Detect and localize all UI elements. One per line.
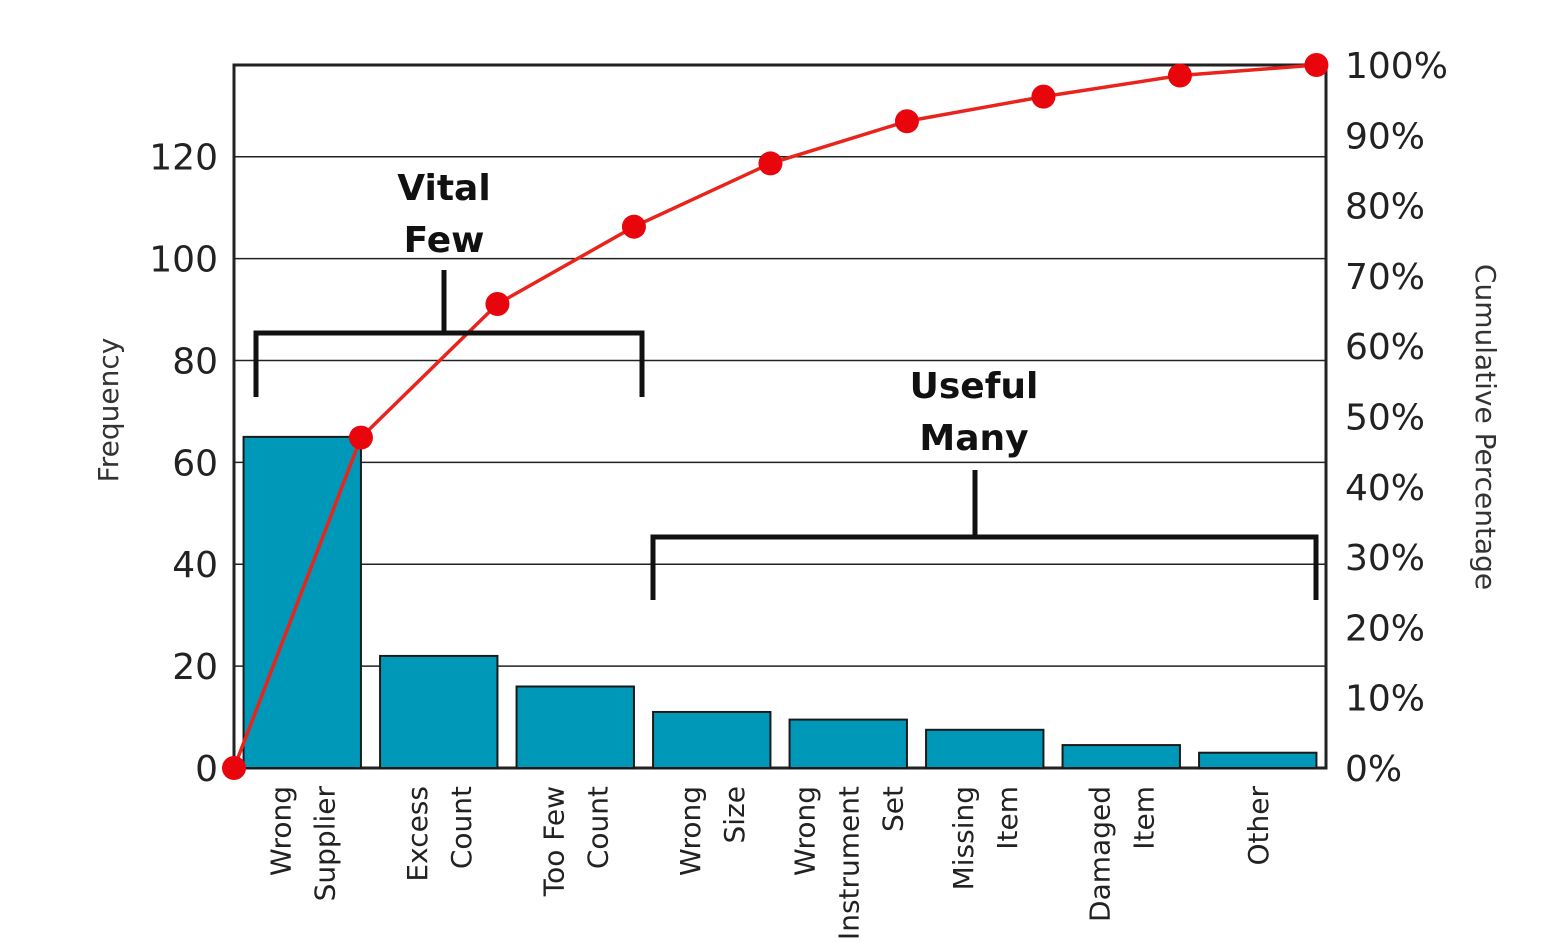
cumulative-point — [222, 756, 246, 780]
cumulative-point — [1167, 63, 1192, 88]
y-axis-title: Frequency — [92, 338, 125, 483]
x-tick-label: Other — [1242, 786, 1275, 866]
annotation-vital-few: Few — [404, 220, 485, 261]
x-tick-label: Wrong — [674, 786, 707, 876]
bracket-useful-many — [650, 470, 1319, 600]
bar — [1061, 744, 1181, 770]
annotation-useful-many: Useful — [910, 366, 1039, 407]
cumulative-point — [1304, 53, 1329, 77]
bar — [379, 654, 499, 770]
y-tick-label: 40 — [172, 545, 218, 586]
cumulative-point — [348, 425, 373, 450]
x-tick-label: Wrong — [788, 786, 821, 876]
y2-tick-label: 80% — [1345, 187, 1425, 228]
y2-tick-label: 70% — [1345, 257, 1425, 298]
y2-tick-label: 90% — [1345, 116, 1425, 157]
x-tick-label: Damaged — [1083, 786, 1116, 922]
plot-frame — [232, 63, 1328, 770]
annotation-useful-many: Many — [919, 418, 1028, 459]
y2-tick-label: 20% — [1345, 608, 1425, 649]
x-tick-label: Missing — [947, 786, 980, 890]
x-tick-label: Wrong — [264, 786, 297, 876]
bar — [788, 718, 908, 770]
y-tick-label: 100 — [149, 240, 218, 281]
x-tick-label: Size — [718, 786, 751, 843]
y2-tick-label: 100% — [1345, 46, 1448, 87]
cumulative-point — [1031, 84, 1056, 109]
y2-axis-title: Cumulative Percentage — [1469, 264, 1502, 590]
x-tick-label: Item — [991, 786, 1024, 850]
x-tick-label: Excess — [401, 786, 434, 882]
x-tick-label: Too Few — [537, 786, 570, 897]
y2-tick-label: 0% — [1345, 749, 1402, 790]
y-tick-label: 20 — [172, 647, 218, 688]
x-tick-label: Count — [445, 786, 478, 869]
y-tick-label: 60 — [172, 443, 218, 484]
y-tick-label: 120 — [149, 138, 218, 179]
x-tick-label: Set — [876, 786, 909, 832]
bar — [925, 728, 1045, 769]
bracket-vital-few — [253, 270, 645, 397]
annotation-vital-few: Vital — [397, 168, 490, 209]
x-tick-label: Supplier — [308, 786, 341, 902]
bar — [515, 685, 635, 769]
cumulative-point — [758, 151, 783, 176]
y2-tick-label: 30% — [1345, 538, 1425, 579]
bar — [652, 710, 772, 769]
y-tick-label: 0 — [195, 749, 218, 790]
cumulative-point — [485, 292, 510, 317]
y2-tick-label: 40% — [1345, 468, 1425, 509]
x-tick-label: Count — [581, 786, 614, 869]
y2-tick-label: 60% — [1345, 327, 1425, 368]
cumulative-point — [621, 214, 646, 239]
y2-tick-label: 50% — [1345, 398, 1425, 439]
cumulative-point — [894, 109, 919, 134]
bar — [1198, 751, 1318, 770]
x-tick-label: Item — [1127, 786, 1160, 850]
y-tick-label: 80 — [172, 341, 218, 382]
x-tick-label: Instrument — [832, 786, 865, 940]
y2-tick-label: 10% — [1345, 679, 1425, 720]
